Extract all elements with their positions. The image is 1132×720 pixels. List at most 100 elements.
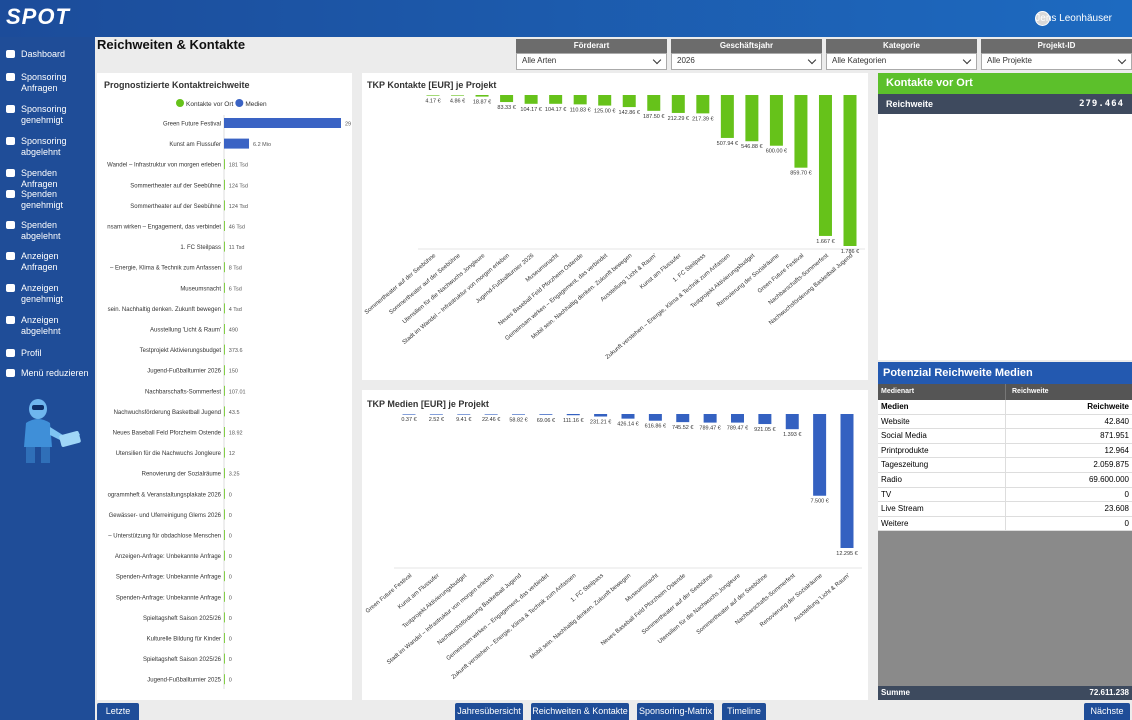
prev-button[interactable]: Letzte [97, 703, 139, 720]
category-label: 1. FC Steilpass [180, 245, 221, 251]
bar [224, 468, 225, 479]
category-label: Wandel – Infrastruktur von morgen erlebe… [107, 163, 221, 169]
filter: Kategorie Alle Kategorien [826, 39, 977, 70]
category-label: Jugend-Fußballturnier 2026 [147, 369, 221, 375]
bar [224, 653, 225, 664]
filter-select[interactable]: Alle Kategorien [826, 53, 977, 70]
bar [648, 414, 662, 421]
bar [451, 95, 465, 96]
value-label: 921.05 € [754, 427, 775, 433]
menu-item[interactable]: Anzeigen genehmigt [0, 283, 95, 307]
bar [785, 414, 799, 430]
bar [647, 95, 661, 111]
menu-item[interactable]: Anzeigen Anfragen [0, 251, 95, 275]
menu-item[interactable]: Menü reduzieren [0, 368, 95, 392]
menu-item[interactable]: Spenden Anfragen [0, 168, 95, 192]
value-label: 1.786 € [841, 249, 859, 255]
filter-label: Kategorie [826, 39, 977, 53]
tab-button[interactable]: Timeline [722, 703, 766, 720]
onsite-card: Kontakte vor Ort Reichweite 279.464 [878, 73, 1132, 360]
category-label: Spenden-Anfrage: Unbekannte Anfrage [116, 595, 222, 601]
chevron [807, 55, 817, 65]
menu-item[interactable]: Profil [0, 348, 95, 372]
value-label: 107.01 [229, 389, 246, 395]
logo[interactable]: SPOT [6, 4, 70, 29]
user-name[interactable]: Jens Leonhäuser [1035, 13, 1112, 24]
filter-select[interactable]: Alle Arten [516, 53, 667, 70]
table-cell: Tageszeitung [881, 460, 929, 470]
table-cell: Social Media [881, 431, 927, 441]
value-label: 789.47 € [699, 426, 720, 432]
tab-button[interactable]: Reichweiten & Kontakte [531, 703, 629, 720]
tab-button[interactable]: Jahresübersicht [455, 703, 523, 720]
value-label: 46 Tsd [229, 225, 245, 231]
table-cell: Website [881, 416, 910, 426]
onsite-label: Reichweite [886, 99, 934, 109]
menu-icon [6, 137, 15, 145]
bar [224, 221, 225, 231]
bar [500, 95, 514, 103]
sidebar: Dashboard Sponsoring Anfragen Sponsoring g… [0, 37, 95, 720]
bar [224, 365, 225, 376]
value-label: 83.33 € [497, 105, 515, 111]
menu-label: Dashboard [21, 49, 66, 59]
menu-item[interactable]: Spenden genehmigt [0, 189, 95, 213]
menu-label: Sponsoring abgelehnt [21, 136, 67, 157]
reach-chart: Prognostizierte Kontaktreichweite Kontakt… [104, 80, 362, 689]
tab-button[interactable]: Sponsoring-Matrix [637, 703, 714, 720]
menu-item[interactable]: Sponsoring Anfragen [0, 72, 95, 96]
tkp-contacts-panel: TKP Kontakte [EUR] je Projekt 4.17 € Somme… [362, 73, 868, 380]
bar [224, 303, 225, 314]
filter-value: Alle Arten [522, 56, 557, 65]
table-cell: 871.951 [1005, 429, 1132, 443]
bar [224, 633, 225, 643]
menu-item[interactable]: Spenden abgelehnt [0, 220, 95, 244]
bar [731, 414, 744, 423]
category-label: Nachwuchsförderung Basketball Jugend [114, 410, 221, 416]
avatar[interactable] [1035, 11, 1050, 26]
bar [224, 612, 225, 623]
menu-item[interactable]: Sponsoring genehmigt [0, 104, 95, 128]
table-cell: Radio [881, 474, 902, 484]
value-label: 0 [229, 513, 232, 519]
value-label: 1.667 € [816, 239, 834, 245]
menu-item[interactable]: Sponsoring abgelehnt [0, 136, 95, 160]
menu-icon [6, 221, 15, 229]
value-label: 0 [229, 595, 232, 601]
value-label: 0 [229, 657, 232, 663]
value-label: 217.39 € [692, 116, 713, 122]
value-label: 745.52 € [672, 425, 693, 431]
table-cell: 69.600.000 [1005, 472, 1132, 487]
category-label: Kunst am Flussufer [169, 142, 221, 148]
menu-item[interactable]: Anzeigen abgelehnt [0, 315, 95, 339]
bar [484, 414, 498, 415]
next-button[interactable]: Nächste [1084, 703, 1130, 720]
value-label: 490 [229, 328, 238, 334]
value-label: 69.06 € [537, 418, 555, 424]
bar [224, 530, 225, 540]
category-label: Testprojekt Aktivierungsbudget [140, 348, 222, 354]
value-label: 181 Tsd [229, 163, 248, 169]
filter-select[interactable]: 2026 [671, 53, 822, 70]
menu-label: Anzeigen genehmigt [21, 283, 64, 304]
menu-label: Menü reduzieren [21, 368, 89, 378]
value-label: 0 [229, 637, 232, 643]
menu-item[interactable]: Dashboard [0, 49, 95, 73]
bar [696, 95, 710, 114]
category-label: sein. Nachhaltig denken. Zukunft bewegen [108, 307, 221, 313]
bar [224, 674, 225, 685]
bar [475, 95, 489, 97]
value-label: 1.393 € [783, 432, 801, 438]
table-cell: 2.059.875 [1005, 458, 1132, 472]
bar [224, 488, 225, 499]
value-label: 0 [229, 534, 232, 540]
table-subheader: Medien Reichweite [878, 400, 1132, 415]
bar [224, 262, 225, 273]
value-label: 789.47 € [727, 426, 748, 432]
category-label: Green Future Festival [365, 573, 413, 615]
tkp-media-panel: TKP Medien [EUR] je Projekt 0.37 € Green F… [362, 390, 868, 700]
filter-select[interactable]: Alle Projekte [981, 53, 1132, 70]
value-label: 22.46 € [482, 417, 500, 423]
bar [843, 95, 857, 246]
